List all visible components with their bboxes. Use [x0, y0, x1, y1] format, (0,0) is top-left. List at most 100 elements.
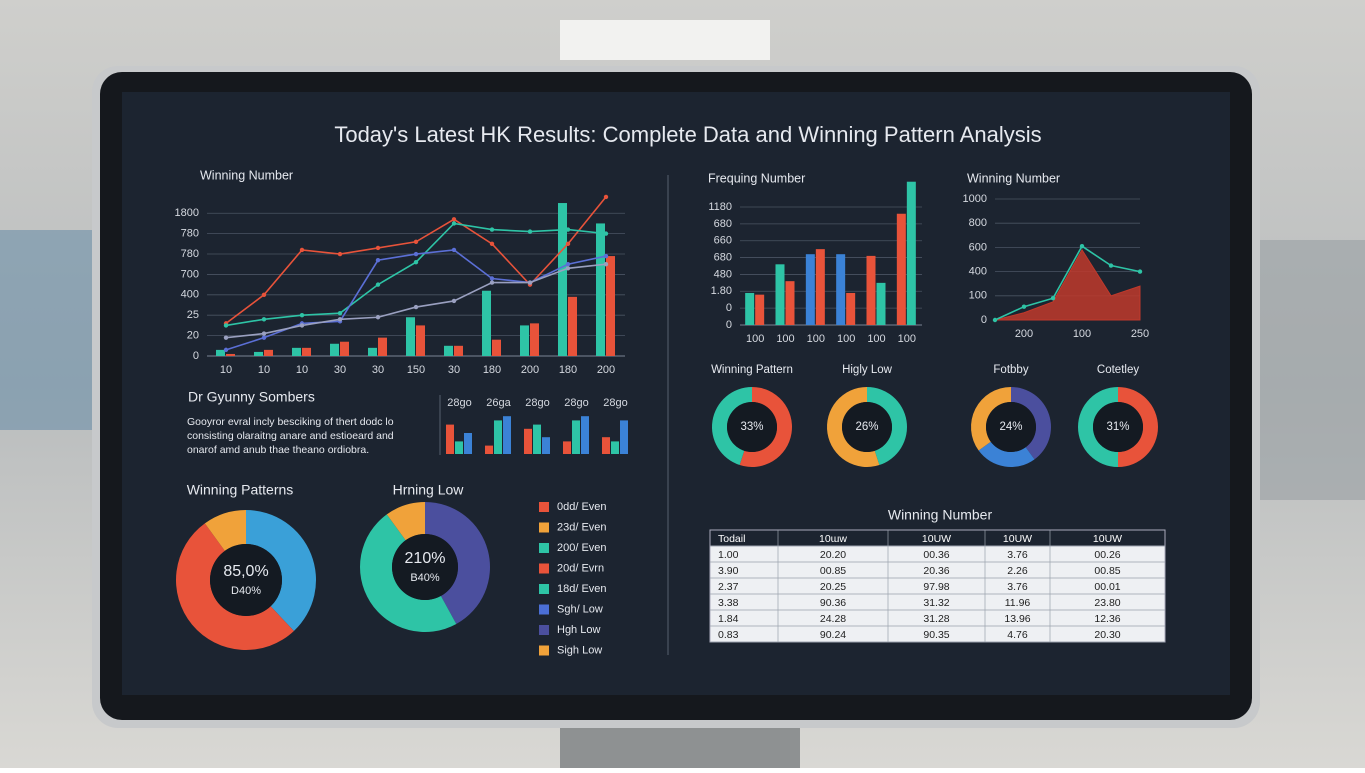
legend-label: Sgh/ Low: [557, 603, 603, 615]
x-tick-label: 100: [776, 333, 794, 345]
x-tick-label: 200: [521, 364, 539, 376]
bar: [302, 347, 311, 356]
bar: [866, 255, 876, 325]
table-cell: 24.28: [820, 613, 846, 625]
table-cell: 3.76: [1007, 581, 1028, 593]
y-tick-label: 780: [181, 248, 199, 260]
y-tick-label: 0: [981, 314, 987, 326]
donut-segment: [425, 502, 491, 624]
point: [489, 280, 495, 285]
x-tick-label: 30: [334, 364, 346, 376]
x-tick-label: 180: [483, 364, 501, 376]
point: [337, 317, 343, 322]
bar: [340, 341, 349, 356]
bar: [785, 281, 795, 325]
point: [413, 259, 419, 265]
donut-segment: [827, 386, 880, 467]
notes-heading: Dr Gyunny Sombers: [188, 389, 315, 405]
bar: [454, 345, 463, 356]
bar: [896, 213, 906, 325]
bar: [406, 317, 415, 356]
point: [413, 251, 419, 257]
bar: [216, 349, 225, 356]
bar: [542, 437, 550, 454]
table-bg: [709, 529, 1166, 643]
table-cell: 00.26: [1094, 549, 1120, 561]
bar: [503, 416, 511, 454]
chart-title: Winning Pattern: [711, 364, 793, 376]
x-tick-label: 28go: [564, 397, 588, 409]
bar: [558, 203, 567, 356]
donut-segment: [971, 387, 1011, 451]
donut-hole: [842, 402, 892, 452]
donut-segment: [246, 510, 317, 632]
point: [565, 262, 571, 267]
y-tick-label: 1180: [708, 201, 732, 213]
x-tick-label: 250: [1131, 328, 1149, 340]
point: [1050, 296, 1056, 301]
bar: [330, 343, 339, 356]
point: [1079, 243, 1085, 249]
legend-label: 20d/ Evrn: [557, 562, 604, 574]
bar: [378, 337, 387, 356]
y-tick-label: 680: [714, 218, 732, 230]
table-cell: 3.90: [718, 565, 739, 577]
donut-hole: [1093, 402, 1143, 452]
x-tick-label: 26ga: [486, 397, 511, 409]
x-tick-label: 28go: [603, 397, 627, 409]
point: [299, 313, 305, 318]
y-tick-label: 0: [726, 302, 732, 314]
donut-hole: [210, 544, 282, 616]
y-tick-label: 800: [969, 217, 987, 229]
legend-label: 23d/ Even: [557, 521, 607, 533]
y-tick-label: 700: [181, 268, 199, 280]
bar: [596, 223, 605, 356]
bar: [485, 445, 493, 454]
donut-segment: [176, 523, 294, 650]
donut-segment: [204, 510, 246, 551]
point: [603, 253, 609, 259]
table-header-cell: 10UW: [1003, 533, 1032, 545]
donut-segment: [386, 502, 425, 541]
donut-segment: [712, 387, 752, 466]
bar: [846, 292, 856, 325]
point: [375, 315, 381, 320]
table-header-cell: 10ɯw: [819, 533, 847, 545]
chart-title: Cotetley: [1097, 364, 1139, 376]
point: [337, 310, 343, 316]
x-tick-label: 150: [407, 364, 425, 376]
table-cell: 31.32: [923, 597, 949, 609]
donut-segment: [1118, 387, 1158, 467]
point: [603, 231, 609, 236]
chart-title: Higly Low: [842, 364, 893, 376]
chart-title: Winning Patterns: [187, 482, 294, 498]
donut-segment: [359, 514, 457, 633]
y-tick-label: 680: [714, 251, 732, 263]
table-cell: 90.24: [820, 629, 846, 641]
y-tick-label: 400: [969, 266, 987, 278]
point: [603, 194, 609, 200]
point: [261, 292, 267, 298]
legend-swatch: [539, 563, 549, 574]
x-tick-label: 10: [296, 364, 308, 376]
legend-label: 18d/ Even: [557, 583, 607, 595]
bar: [492, 339, 501, 356]
point: [451, 221, 457, 226]
table-cell: 12.36: [1094, 613, 1120, 625]
bar: [815, 249, 825, 325]
table-cell: 97.98: [923, 581, 949, 593]
x-tick-label: 100: [837, 333, 855, 345]
point: [223, 335, 229, 340]
table-cell: 20.20: [820, 549, 846, 561]
x-tick-label: 180: [559, 364, 577, 376]
bar: [264, 349, 273, 356]
bar: [755, 294, 765, 325]
bar: [805, 254, 815, 325]
table-header-cell: 10UW: [922, 533, 951, 545]
x-tick-label: 100: [867, 333, 885, 345]
table-cell: 11.96: [1005, 597, 1031, 609]
y-tick-label: 780: [181, 228, 199, 240]
table-cell: 20.25: [820, 581, 846, 593]
